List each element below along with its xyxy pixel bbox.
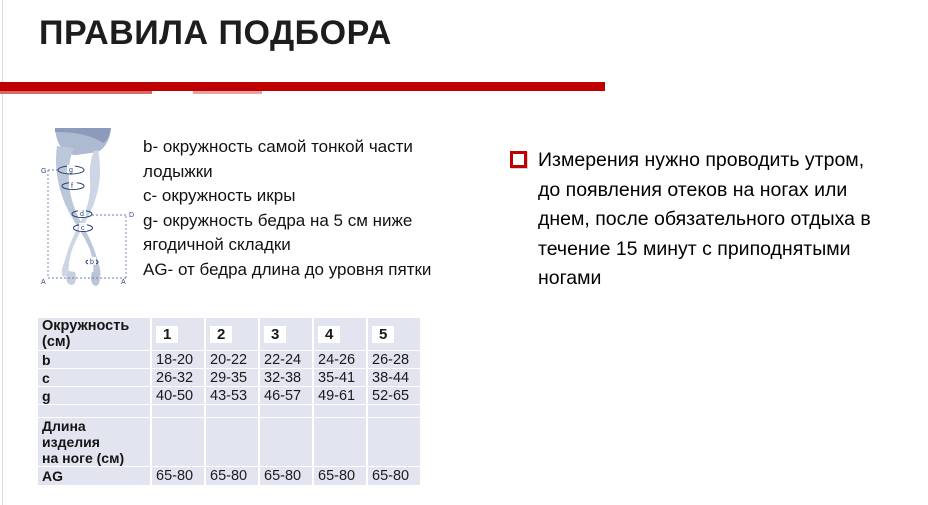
table-cell: 43-53 — [206, 387, 258, 404]
legs-illustration — [55, 128, 111, 286]
table-cell: 52-65 — [368, 387, 420, 404]
size-number: 1 — [156, 325, 179, 343]
row-label: c — [38, 369, 150, 386]
figure-label-A-right: A — [121, 279, 126, 286]
table-cell: 26-28 — [368, 351, 420, 368]
legend-line-g: g- окружность бедра на 5 см ниже ягодичн… — [143, 210, 413, 255]
measurement-dashed-frame — [47, 169, 127, 279]
table-cell: 65-80 — [314, 467, 366, 485]
size-table: Окружность (см) 1 2 3 4 5 b 18-20 20-22 … — [36, 317, 422, 486]
size-number: 2 — [210, 325, 233, 343]
table-cell: 18-20 — [152, 351, 204, 368]
figure-label-g: g — [69, 167, 73, 174]
table-cell: 35-41 — [314, 369, 366, 386]
size-header-cell: 4 — [314, 318, 366, 350]
figure-label-c: c — [81, 225, 85, 232]
figure-label-f: f — [71, 183, 73, 190]
size-header-cell: 5 — [368, 318, 420, 350]
table-cell: 38-44 — [368, 369, 420, 386]
title-underline-accent-left — [0, 91, 152, 94]
title-underline-accent-right — [193, 91, 262, 94]
table-cell: 65-80 — [260, 467, 312, 485]
table-cell: 29-35 — [206, 369, 258, 386]
size-header-cell: 2 — [206, 318, 258, 350]
table-header-row: Окружность (см) 1 2 3 4 5 — [38, 318, 420, 350]
table-cell: 24-26 — [314, 351, 366, 368]
legend-line-b: b- окружность самой тонкой части лодыжки — [143, 137, 413, 181]
table-row-g: g 40-50 43-53 46-57 49-61 52-65 — [38, 387, 420, 404]
table-cell: 22-24 — [260, 351, 312, 368]
size-header-cell: 1 — [152, 318, 204, 350]
table-cell: 32-38 — [260, 369, 312, 386]
size-number: 4 — [318, 325, 341, 343]
table-cell: 65-80 — [206, 467, 258, 485]
figure-label-G: G — [41, 168, 46, 175]
checkbox-bullet-icon — [510, 151, 527, 168]
row-label: g — [38, 387, 150, 404]
legend-line-c: c- окружность икры — [143, 186, 296, 205]
measurement-legend: b- окружность самой тонкой части лодыжки… — [143, 135, 438, 282]
table-row-b: b 18-20 20-22 22-24 24-26 26-28 — [38, 351, 420, 368]
table-spacer-row — [38, 405, 420, 417]
slide-left-border — [2, 0, 3, 505]
table-header-label: Окружность (см) — [38, 318, 150, 350]
measuring-time-note: Измерения нужно проводить утром, до появ… — [508, 146, 890, 294]
size-number: 3 — [264, 325, 287, 343]
table-cell: 20-22 — [206, 351, 258, 368]
note-text: Измерения нужно проводить утром, до появ… — [538, 149, 871, 289]
table-length-section-row: Длина изделия на ноге (см) — [38, 418, 420, 466]
table-cell: 40-50 — [152, 387, 204, 404]
table-row-ag: AG 65-80 65-80 65-80 65-80 65-80 — [38, 467, 420, 485]
page-title: ПРАВИЛА ПОДБОРА — [39, 14, 392, 52]
title-underline — [0, 82, 605, 91]
row-label: b — [38, 351, 150, 368]
table-cell: 65-80 — [368, 467, 420, 485]
ring-label-chips — [67, 165, 96, 265]
length-section-label: Длина изделия на ноге (см) — [42, 418, 125, 466]
size-number: 5 — [372, 325, 395, 343]
table-cell: 46-57 — [260, 387, 312, 404]
table-row-c: c 26-32 29-35 32-38 35-41 38-44 — [38, 369, 420, 386]
table-cell: 65-80 — [152, 467, 204, 485]
legend-line-ag: AG- от бедра длина до уровня пятки — [143, 259, 432, 279]
figure-label-b: b — [90, 259, 94, 266]
figure-label-D: D — [129, 212, 134, 219]
table-cell: 26-32 — [152, 369, 204, 386]
legs-measurement-diagram: G D A A g f d c b — [41, 128, 134, 286]
figure-label-d: d — [80, 211, 84, 218]
figure-label-A-left: A — [41, 279, 46, 286]
row-label: AG — [38, 467, 150, 485]
size-header-cell: 3 — [260, 318, 312, 350]
table-cell: 49-61 — [314, 387, 366, 404]
